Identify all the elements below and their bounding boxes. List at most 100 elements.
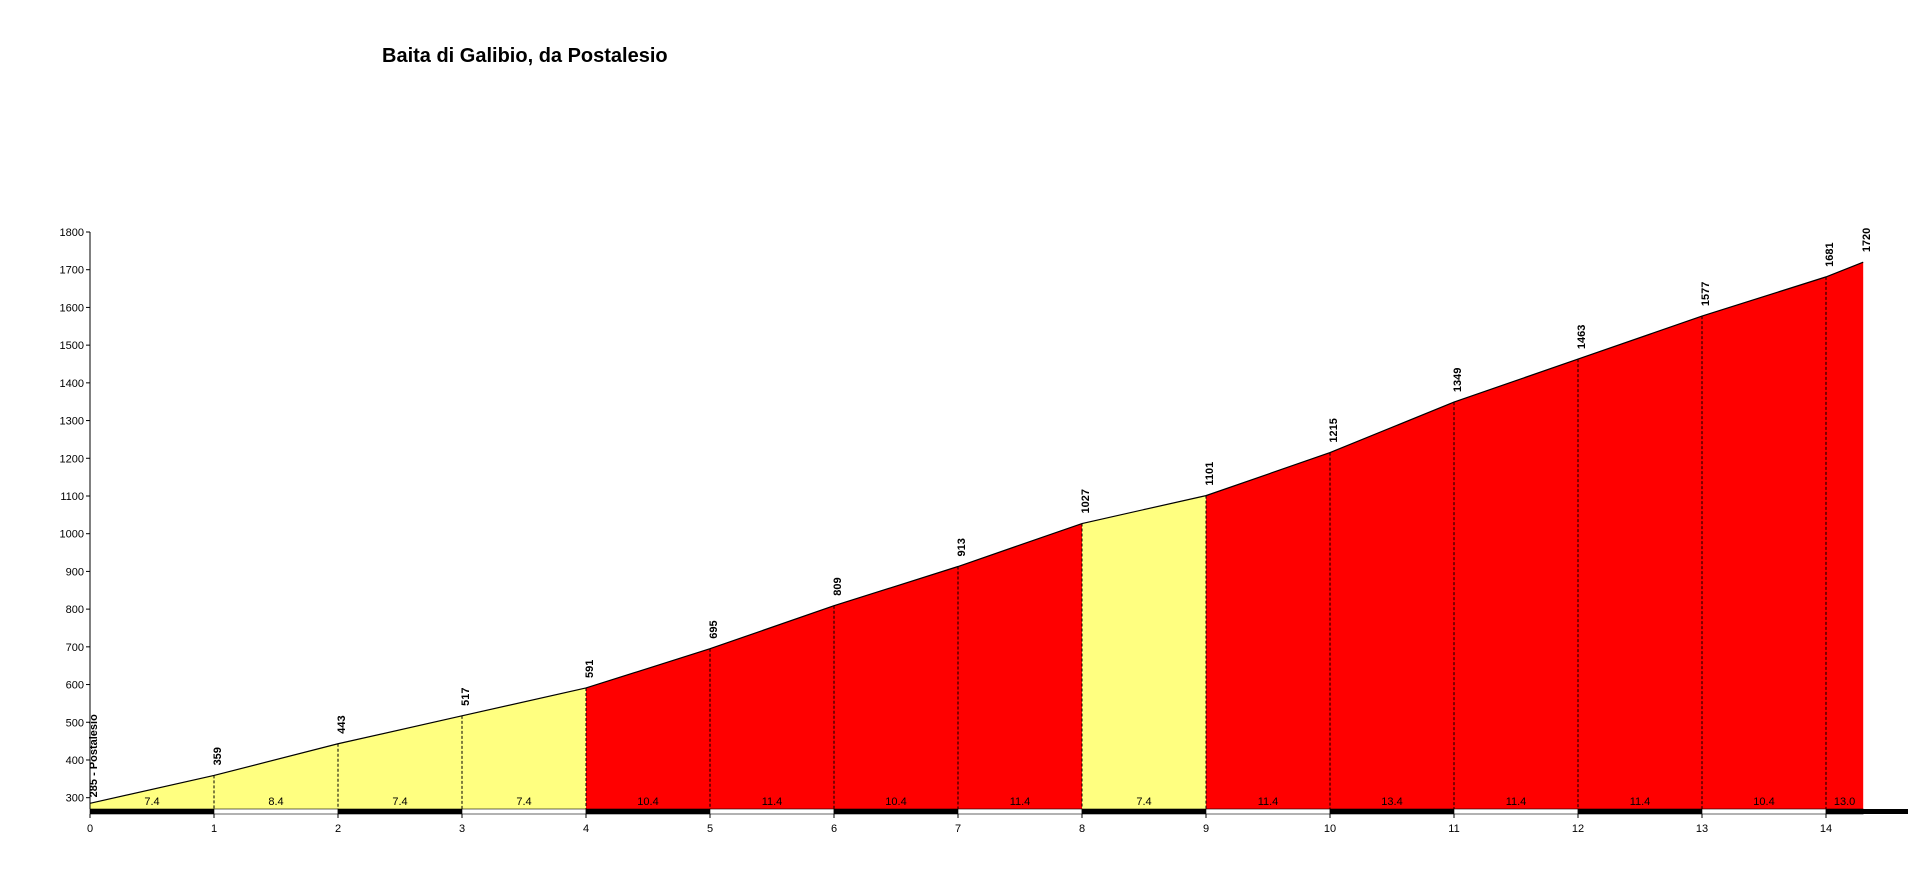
gradient-label-9: 11.4 — [1258, 796, 1279, 808]
gradient-label-8: 7.4 — [1136, 796, 1151, 808]
elevation-labels: 285 - Postalesio 359 443 517 591 695 809 913 102… — [88, 228, 1873, 798]
km-bar-block-5 — [709, 808, 835, 815]
y-tick-label: 1100 — [60, 491, 84, 503]
y-tick-label: 400 — [66, 755, 84, 767]
segment-fill-8 — [1082, 495, 1206, 809]
gradient-label-3: 7.4 — [516, 796, 531, 808]
segment-fill-0 — [90, 775, 214, 809]
x-tick-label: 8 — [1079, 823, 1085, 835]
segment-fills — [90, 262, 1864, 809]
gradient-label-5: 11.4 — [762, 796, 783, 808]
x-tick-label: 9 — [1203, 823, 1209, 835]
km-bar-block-0 — [89, 808, 215, 815]
y-tick-label: 300 — [66, 793, 84, 805]
elevation-label-4: 591 — [584, 660, 596, 678]
km-bar-block-11 — [1453, 808, 1579, 815]
elevation-label-12: 1463 — [1576, 325, 1588, 349]
gradient-label-2: 7.4 — [392, 796, 407, 808]
segment-fill-4 — [586, 648, 710, 809]
x-tick-label: 11 — [1448, 823, 1459, 835]
elevation-label-2: 443 — [336, 715, 348, 733]
km-bar-block-12 — [1577, 808, 1703, 815]
x-axis: 0 1 2 3 4 5 6 7 8 9 10 11 12 13 14 — [87, 814, 1832, 835]
km-bar-block-9 — [1205, 808, 1331, 815]
segment-fill-7 — [958, 523, 1082, 809]
y-tick-label: 1400 — [60, 378, 84, 390]
gradient-labels: 7.4 8.4 7.4 7.4 10.4 11.4 10.4 11.4 7.4 11.4 13.4 1… — [144, 796, 1855, 808]
km-bar-block-2 — [337, 808, 463, 815]
segment-fill-3 — [462, 687, 586, 809]
elevation-label-3: 517 — [460, 687, 472, 705]
elevation-label-9: 1101 — [1204, 462, 1216, 486]
x-tick-label: 6 — [831, 823, 837, 835]
elevation-label-14: 1681 — [1824, 242, 1836, 266]
elevation-label-15: 1720 — [1861, 228, 1873, 252]
gradient-label-7: 11.4 — [1010, 796, 1031, 808]
elevation-label-10: 1215 — [1328, 418, 1340, 442]
y-tick-label: 1500 — [60, 340, 84, 352]
y-tick-label: 1800 — [60, 227, 84, 239]
km-bar-block-4 — [585, 808, 711, 815]
x-tick-label: 10 — [1324, 823, 1336, 835]
y-tick-label: 700 — [66, 642, 84, 654]
elevation-label-13: 1577 — [1700, 282, 1712, 306]
gradient-label-4: 10.4 — [637, 796, 658, 808]
elevation-label-8: 1027 — [1080, 489, 1092, 513]
km-bar — [89, 808, 1908, 815]
km-bar-block-3 — [461, 808, 587, 815]
x-tick-label: 2 — [335, 823, 341, 835]
x-tick-label: 4 — [583, 823, 589, 835]
x-tick-label: 13 — [1696, 823, 1708, 835]
km-bar-block-7 — [957, 808, 1083, 815]
y-tick-label: 800 — [66, 604, 84, 616]
gradient-label-12: 11.4 — [1630, 796, 1651, 808]
gradient-label-11: 11.4 — [1506, 796, 1527, 808]
segment-fill-12 — [1578, 316, 1702, 809]
elevation-label-5: 695 — [708, 620, 720, 638]
km-bar-block-13 — [1701, 808, 1827, 815]
elevation-label-11: 1349 — [1452, 368, 1464, 392]
gradient-label-14: 13.0 — [1834, 796, 1855, 808]
y-tick-label: 1700 — [60, 265, 84, 277]
y-tick-label: 500 — [66, 717, 84, 729]
gradient-label-10: 13.4 — [1381, 796, 1402, 808]
segment-fill-11 — [1454, 359, 1578, 809]
x-tick-label: 0 — [87, 823, 93, 835]
km-dividers — [213, 276, 1827, 809]
x-tick-label: 5 — [707, 823, 713, 835]
segment-fill-13 — [1702, 276, 1826, 809]
x-tick-label: 7 — [955, 823, 961, 835]
gradient-label-13: 10.4 — [1753, 796, 1774, 808]
elevation-label-1: 359 — [212, 747, 224, 765]
km-bar-block-6 — [833, 808, 959, 815]
segment-fill-5 — [710, 605, 834, 809]
segment-fill-9 — [1206, 452, 1330, 809]
elevation-label-7: 913 — [956, 538, 968, 556]
elevation-label-6: 809 — [832, 577, 844, 595]
y-tick-label: 1600 — [60, 302, 84, 314]
y-tick-label: 1300 — [60, 416, 84, 428]
km-bar-block-8 — [1081, 808, 1207, 815]
segment-fill-10 — [1330, 402, 1454, 809]
segment-fill-6 — [834, 566, 958, 809]
y-tick-label: 1200 — [60, 453, 84, 465]
km-bar-tail — [1863, 809, 1908, 814]
segment-fill-1 — [214, 743, 338, 809]
gradient-label-6: 10.4 — [885, 796, 906, 808]
profile-line — [89, 261, 1864, 804]
gradient-label-1: 8.4 — [268, 796, 283, 808]
x-tick-label: 3 — [459, 823, 465, 835]
km-bar-block-10 — [1329, 808, 1455, 815]
y-axis: 300 400 500 600 700 800 900 1000 1100 1200 1300 140… — [60, 227, 91, 809]
y-tick-label: 900 — [66, 566, 84, 578]
segment-fill-14 — [1826, 262, 1864, 809]
km-bar-block-14 — [1825, 808, 1864, 815]
x-tick-label: 1 — [211, 823, 217, 835]
start-label: 285 - Postalesio — [88, 714, 100, 797]
x-tick-label: 12 — [1572, 823, 1584, 835]
y-tick-label: 600 — [66, 680, 84, 692]
x-tick-label: 14 — [1820, 823, 1832, 835]
chart-title: Baita di Galibio, da Postalesio — [382, 45, 668, 67]
y-tick-label: 1000 — [60, 529, 84, 541]
